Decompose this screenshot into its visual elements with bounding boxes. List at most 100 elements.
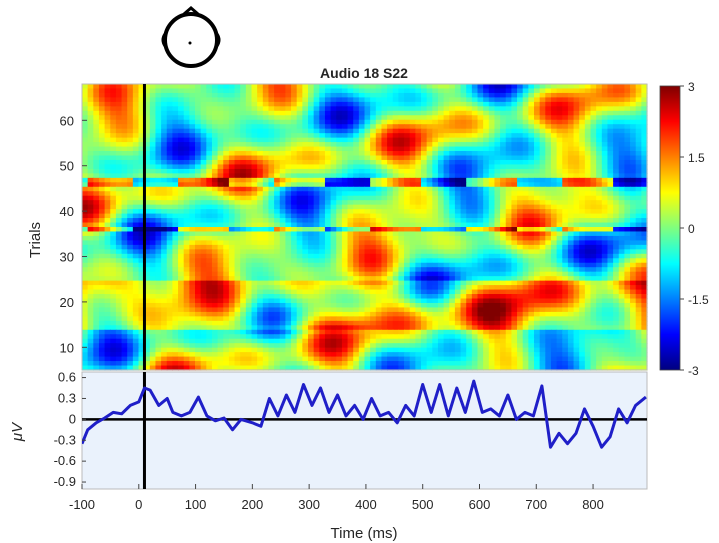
heatmap-cell (404, 276, 411, 282)
heatmap-cell (635, 218, 642, 224)
heatmap-cell (421, 146, 428, 152)
heatmap-cell (517, 253, 524, 259)
heatmap-cell (223, 240, 230, 246)
heatmap-cell (618, 276, 625, 282)
heatmap-cell (358, 276, 366, 282)
heatmap-cell (449, 155, 456, 161)
heatmap-cell (528, 97, 535, 103)
heatmap-cell (358, 177, 366, 183)
heatmap-cell (528, 262, 535, 268)
heatmap-cell (336, 222, 343, 228)
heatmap-cell (550, 186, 558, 192)
heatmap-cell (223, 195, 230, 201)
heatmap-cell (522, 276, 529, 282)
heatmap-cell (387, 97, 394, 103)
heatmap-cell (82, 235, 89, 242)
heatmap-cell (245, 97, 253, 103)
heatmap-cell (460, 249, 467, 255)
heatmap-cell (358, 298, 366, 304)
heatmap-cell (539, 209, 546, 215)
heatmap-cell (217, 209, 224, 215)
heatmap-cell (511, 258, 518, 264)
heatmap-cell (584, 168, 592, 174)
heatmap-cell (144, 204, 151, 210)
heatmap-cell (274, 249, 281, 255)
heatmap-cell (601, 253, 609, 259)
heatmap-cell (488, 101, 496, 107)
heatmap-cell (161, 133, 168, 139)
heatmap-cell (115, 218, 123, 224)
heatmap-cell (404, 267, 411, 273)
heatmap-cell (138, 191, 145, 197)
heatmap-cell (562, 137, 569, 143)
heatmap-cell (375, 280, 383, 286)
heatmap-cell (449, 133, 456, 139)
heatmap-cell (449, 262, 456, 268)
heatmap-cell (466, 222, 473, 228)
heatmap-cell (166, 280, 173, 286)
heatmap-cell (460, 159, 467, 166)
heatmap-cell (200, 231, 207, 237)
heatmap-cell (488, 200, 496, 206)
heatmap-cell (330, 240, 337, 246)
heatmap-cell (228, 186, 236, 192)
heatmap-cell (279, 249, 286, 255)
heatmap-cell (539, 168, 546, 174)
heatmap-cell (319, 173, 326, 179)
heatmap-cell (477, 227, 484, 233)
heatmap-cell (127, 84, 134, 90)
heatmap-cell (138, 227, 145, 233)
heatmap-cell (556, 88, 563, 94)
heatmap-cell (500, 235, 507, 242)
heatmap-cell (166, 84, 173, 90)
heatmap-cell (110, 128, 117, 134)
heatmap-cell (641, 124, 648, 130)
heatmap-cell (115, 110, 123, 116)
heatmap-cell (257, 168, 264, 174)
heatmap-cell (432, 177, 439, 183)
heatmap-cell (166, 231, 173, 237)
heatmap-cell (149, 119, 157, 125)
heatmap-cell (404, 115, 411, 121)
heatmap-cell (466, 218, 473, 224)
heatmap-cell (347, 128, 354, 134)
heatmap-cell (488, 115, 496, 121)
heatmap-cell (178, 253, 185, 259)
heatmap-cell (539, 124, 546, 130)
heatmap-cell (319, 200, 326, 206)
heatmap-cell (387, 159, 394, 166)
heatmap-cell (110, 168, 117, 174)
heatmap-cell (87, 276, 94, 282)
heatmap-cell (324, 101, 332, 107)
heatmap-cell (296, 298, 303, 304)
heatmap-cell (387, 133, 394, 139)
heatmap-cell (375, 298, 383, 304)
heatmap-cell (104, 262, 111, 268)
heatmap-cell (138, 84, 145, 90)
heatmap-cell (415, 159, 422, 166)
heatmap-cell (341, 298, 349, 304)
heatmap-cell (308, 271, 315, 277)
heatmap-cell (341, 294, 349, 300)
heatmap-cell (115, 227, 123, 233)
heatmap-cell (477, 204, 484, 210)
heatmap-cell (409, 244, 416, 250)
heatmap-cell (534, 84, 541, 90)
heatmap-cell (454, 119, 462, 125)
heatmap-cell (567, 209, 575, 215)
heatmap-cell (630, 101, 637, 107)
heatmap-cell (381, 231, 388, 237)
heatmap-cell (641, 191, 648, 197)
heatmap-cell (567, 164, 575, 170)
heatmap-cell (313, 302, 320, 309)
heatmap-cell (121, 289, 128, 295)
heatmap-cell (387, 146, 394, 152)
heatmap-cell (432, 213, 439, 219)
heatmap-cell (110, 155, 117, 161)
heatmap-cell (641, 235, 648, 242)
heatmap-cell (98, 298, 106, 304)
heatmap-cell (584, 231, 592, 237)
heatmap-cell (488, 124, 496, 130)
heatmap-cell (421, 182, 428, 188)
heatmap-cell (161, 302, 168, 309)
